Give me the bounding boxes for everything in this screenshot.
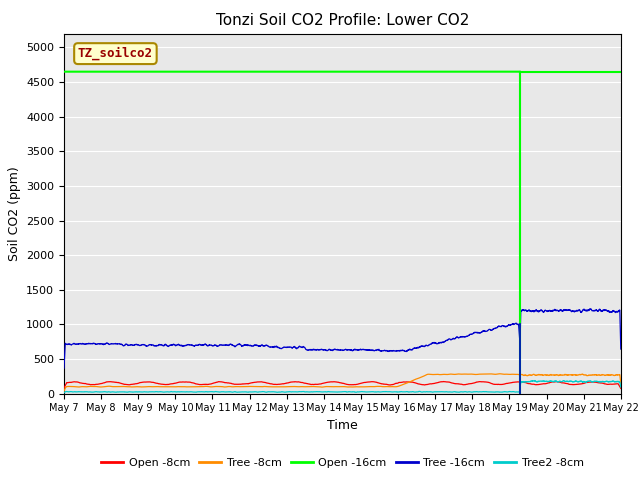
Title: Tonzi Soil CO2 Profile: Lower CO2: Tonzi Soil CO2 Profile: Lower CO2 bbox=[216, 13, 469, 28]
Y-axis label: Soil CO2 (ppm): Soil CO2 (ppm) bbox=[8, 166, 20, 261]
X-axis label: Time: Time bbox=[327, 419, 358, 432]
Legend: Open -8cm, Tree -8cm, Open -16cm, Tree -16cm, Tree2 -8cm: Open -8cm, Tree -8cm, Open -16cm, Tree -… bbox=[97, 453, 588, 472]
Text: TZ_soilco2: TZ_soilco2 bbox=[78, 47, 153, 60]
